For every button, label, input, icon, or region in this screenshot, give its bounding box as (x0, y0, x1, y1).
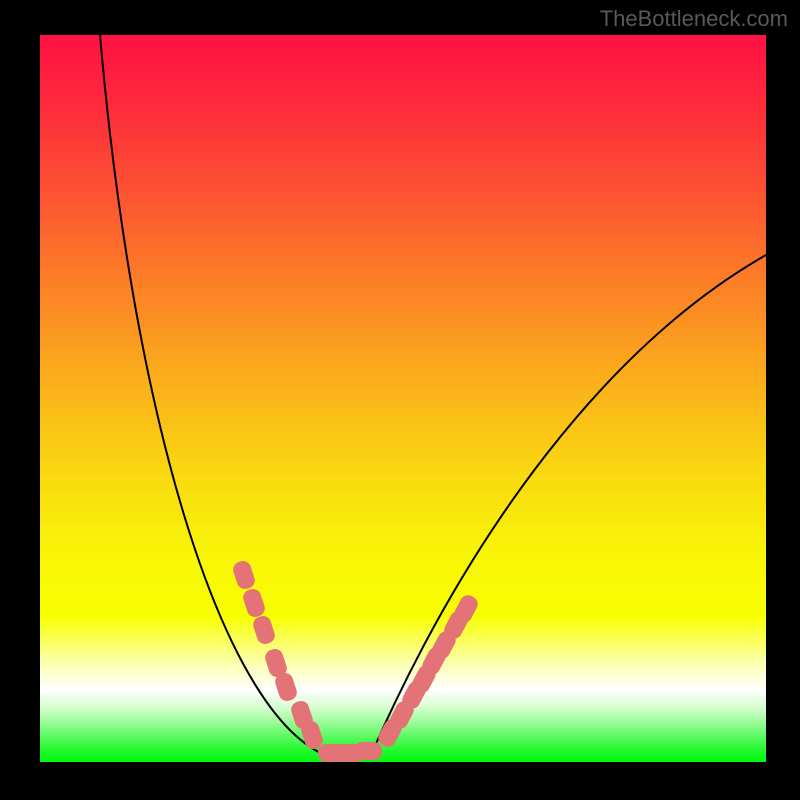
curve-marker (354, 742, 382, 760)
v-curve (40, 35, 766, 762)
watermark-text: TheBottleneck.com (600, 6, 788, 32)
plot-area (40, 35, 766, 762)
curve-marker (241, 587, 267, 619)
curve-marker (251, 614, 277, 646)
curve-marker (231, 559, 257, 591)
